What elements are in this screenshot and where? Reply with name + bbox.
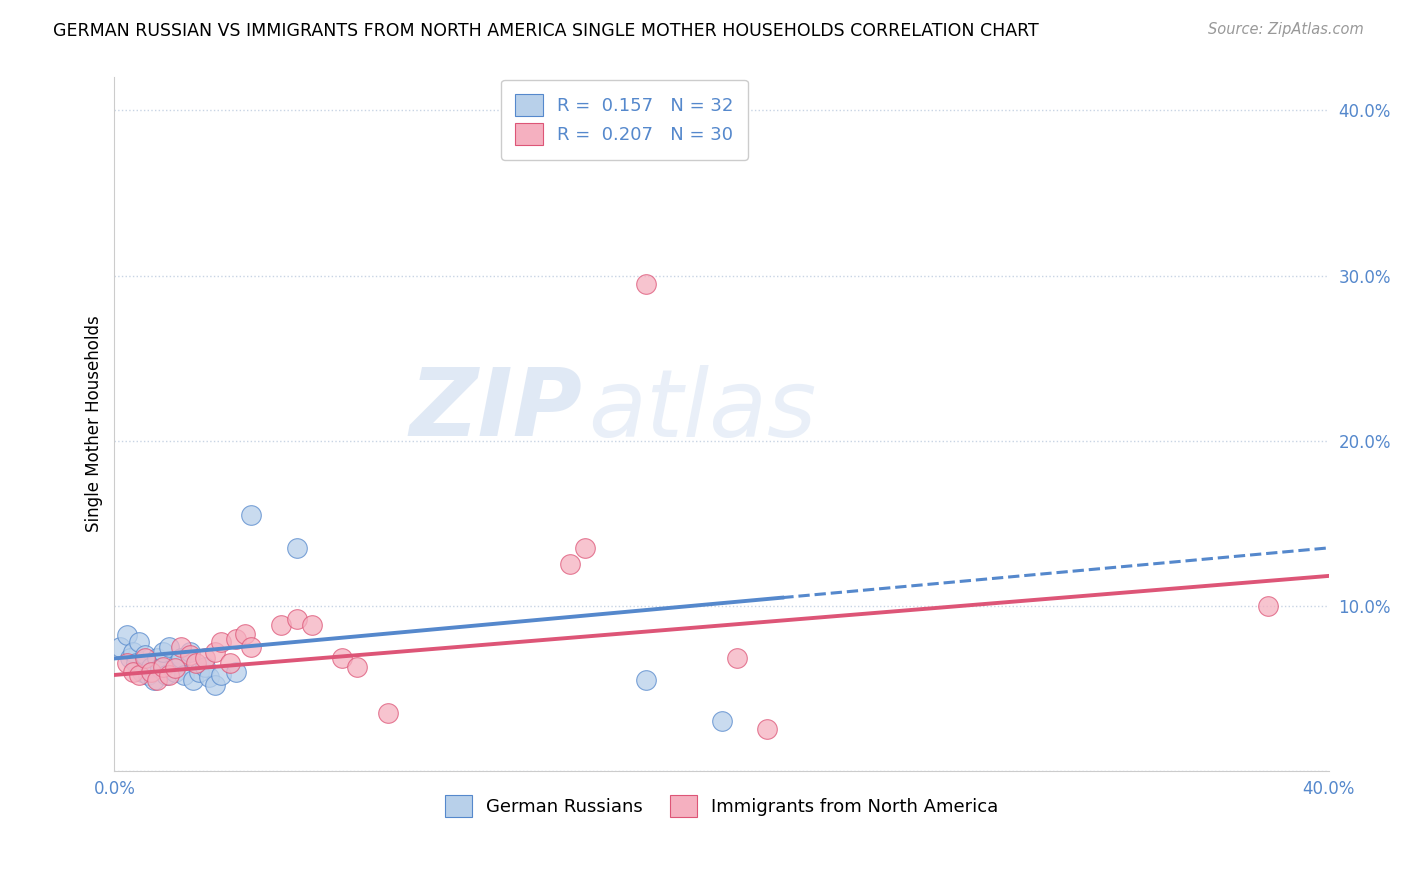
Point (146, 651, 169, 665)
Point (179, 648, 201, 662)
Y-axis label: Single Mother Households: Single Mother Households (86, 316, 103, 533)
Point (155, 668, 177, 682)
Point (131, 665, 153, 679)
Point (194, 659, 217, 673)
Point (115, 657, 138, 671)
Point (240, 640, 263, 654)
Point (121, 645, 143, 659)
Point (218, 657, 240, 671)
Point (170, 640, 193, 654)
Point (157, 668, 180, 682)
Point (157, 640, 180, 654)
Point (377, 706, 399, 720)
Point (152, 659, 174, 673)
Point (165, 665, 187, 679)
Point (285, 612, 308, 626)
Point (173, 668, 195, 682)
Point (225, 632, 247, 646)
Point (1257, 599, 1279, 613)
Point (139, 665, 162, 679)
Point (233, 626, 256, 640)
Point (146, 673, 169, 687)
Point (134, 651, 156, 665)
Point (188, 665, 211, 679)
Point (204, 645, 226, 659)
Point (152, 645, 174, 659)
Text: GERMAN RUSSIAN VS IMMIGRANTS FROM NORTH AMERICA SINGLE MOTHER HOUSEHOLDS CORRELA: GERMAN RUSSIAN VS IMMIGRANTS FROM NORTH … (53, 22, 1039, 40)
Point (142, 673, 165, 687)
Text: atlas: atlas (588, 365, 817, 456)
Point (149, 661, 172, 675)
Point (756, 723, 779, 737)
Point (209, 668, 232, 682)
Point (558, 558, 581, 572)
Text: ZIP: ZIP (409, 364, 582, 456)
Point (270, 618, 292, 632)
Point (204, 678, 226, 692)
Point (128, 635, 150, 649)
Legend: German Russians, Immigrants from North America: German Russians, Immigrants from North A… (437, 788, 1005, 824)
Point (165, 661, 187, 675)
Point (710, 714, 733, 728)
Point (115, 628, 138, 642)
Text: Source: ZipAtlas.com: Source: ZipAtlas.com (1208, 22, 1364, 37)
Point (634, 277, 657, 291)
Point (725, 651, 748, 665)
Point (167, 657, 190, 671)
Point (574, 541, 596, 555)
Point (330, 651, 353, 665)
Point (186, 657, 208, 671)
Point (634, 673, 657, 687)
Point (170, 651, 193, 665)
Point (197, 670, 219, 684)
Point (225, 665, 247, 679)
Point (121, 665, 143, 679)
Point (301, 618, 323, 632)
Point (240, 508, 263, 522)
Point (124, 657, 146, 671)
Point (183, 673, 205, 687)
Point (134, 648, 156, 662)
Point (128, 668, 150, 682)
Point (118, 651, 141, 665)
Point (136, 668, 159, 682)
Point (285, 541, 308, 555)
Point (209, 635, 232, 649)
Point (139, 659, 162, 673)
Point (194, 651, 217, 665)
Point (179, 645, 201, 659)
Point (110, 640, 132, 654)
Point (346, 659, 368, 673)
